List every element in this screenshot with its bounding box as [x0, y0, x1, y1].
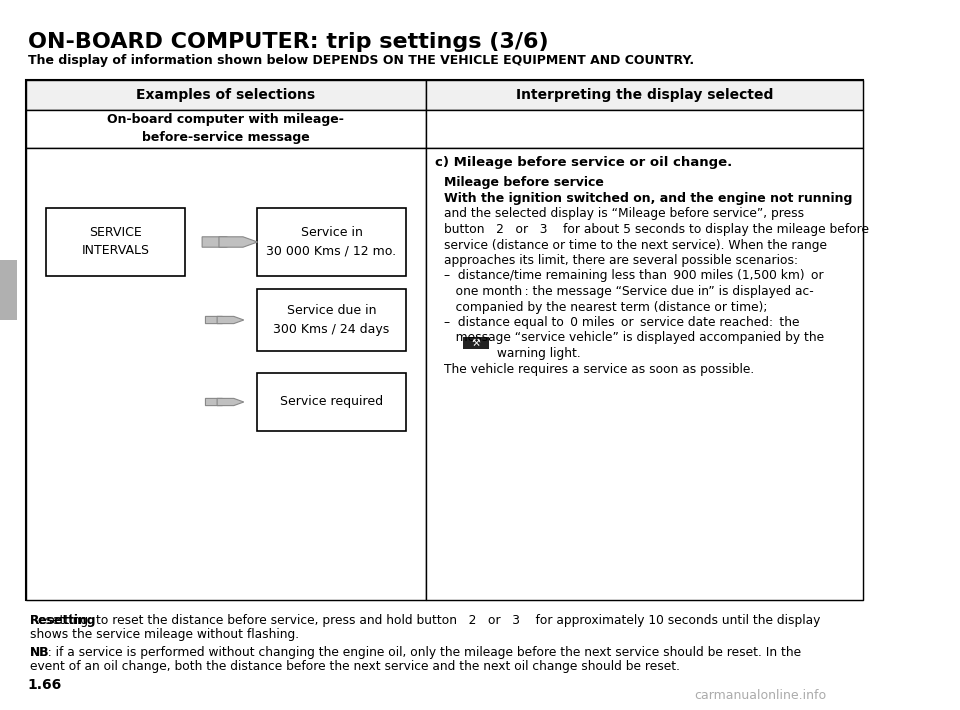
FancyBboxPatch shape [0, 260, 16, 320]
Text: With the ignition switched on, and the engine not running: With the ignition switched on, and the e… [444, 192, 852, 205]
Text: –  distance equal to  0 miles  or  service date reached:  the: – distance equal to 0 miles or service d… [444, 316, 800, 329]
Text: event of an oil change, both the distance before the next service and the next o: event of an oil change, both the distanc… [30, 660, 680, 673]
Text: NB: NB [30, 646, 49, 659]
FancyBboxPatch shape [26, 110, 426, 148]
Text: Service due in
300 Kms / 24 days: Service due in 300 Kms / 24 days [274, 304, 390, 336]
Text: The display of information shown below DEPENDS ON THE VEHICLE EQUIPMENT AND COUN: The display of information shown below D… [28, 54, 694, 67]
FancyBboxPatch shape [26, 148, 426, 600]
FancyBboxPatch shape [46, 208, 185, 276]
Text: carmanualonline.info: carmanualonline.info [694, 689, 827, 702]
FancyBboxPatch shape [257, 208, 405, 276]
FancyBboxPatch shape [426, 80, 863, 110]
Polygon shape [205, 317, 232, 324]
Polygon shape [205, 398, 232, 405]
Text: Resetting: Resetting [30, 614, 96, 627]
Polygon shape [217, 317, 244, 324]
Text: shows the service mileage without flashing.: shows the service mileage without flashi… [30, 628, 299, 641]
FancyBboxPatch shape [26, 80, 426, 110]
Text: –  distance/time remaining less than  900 miles (1,500 km)  or: – distance/time remaining less than 900 … [444, 270, 824, 283]
Text: and the selected display is “Mileage before service”, press: and the selected display is “Mileage bef… [444, 207, 804, 221]
FancyBboxPatch shape [463, 337, 489, 349]
Text: Interpreting the display selected: Interpreting the display selected [516, 88, 773, 102]
Text: Resetting: to reset the distance before service, press and hold button  2  or  3: Resetting: to reset the distance before … [30, 614, 820, 627]
Text: NB: if a service is performed without changing the engine oil, only the mileage : NB: if a service is performed without ch… [30, 646, 801, 659]
Text: message “service vehicle” is displayed accompanied by the: message “service vehicle” is displayed a… [444, 332, 825, 344]
Text: 1.66: 1.66 [28, 678, 62, 692]
Text: Service required: Service required [280, 395, 383, 408]
Text: ⚒: ⚒ [471, 338, 480, 348]
Text: ON-BOARD COMPUTER: trip settings (3/6): ON-BOARD COMPUTER: trip settings (3/6) [28, 32, 548, 52]
Text: Examples of selections: Examples of selections [136, 88, 316, 102]
Text: c) Mileage before service or oil change.: c) Mileage before service or oil change. [435, 156, 732, 169]
Text: service (distance or time to the next service). When the range: service (distance or time to the next se… [444, 239, 828, 251]
FancyBboxPatch shape [426, 148, 863, 600]
Text: On-board computer with mileage-
before-service message: On-board computer with mileage- before-s… [108, 114, 345, 145]
FancyBboxPatch shape [257, 289, 405, 351]
Text: The vehicle requires a service as soon as possible.: The vehicle requires a service as soon a… [444, 363, 755, 376]
Text: companied by the nearest term (distance or time);: companied by the nearest term (distance … [444, 300, 768, 314]
Polygon shape [217, 398, 244, 405]
Text: one month : the message “Service due in” is displayed ac-: one month : the message “Service due in”… [444, 285, 814, 298]
Text: approaches its limit, there are several possible scenarios:: approaches its limit, there are several … [444, 254, 799, 267]
Text: Service in
30 000 Kms / 12 mo.: Service in 30 000 Kms / 12 mo. [266, 226, 396, 258]
FancyBboxPatch shape [26, 80, 863, 600]
Polygon shape [219, 237, 257, 247]
FancyBboxPatch shape [426, 110, 863, 148]
Text: SERVICE
INTERVALS: SERVICE INTERVALS [82, 226, 150, 258]
FancyBboxPatch shape [257, 373, 405, 431]
Text: Mileage before service: Mileage before service [444, 176, 604, 189]
Text: warning light.: warning light. [492, 347, 580, 360]
Text: button  2  or  3   for about 5 seconds to display the mileage before: button 2 or 3 for about 5 seconds to dis… [444, 223, 870, 236]
Polygon shape [203, 237, 241, 247]
